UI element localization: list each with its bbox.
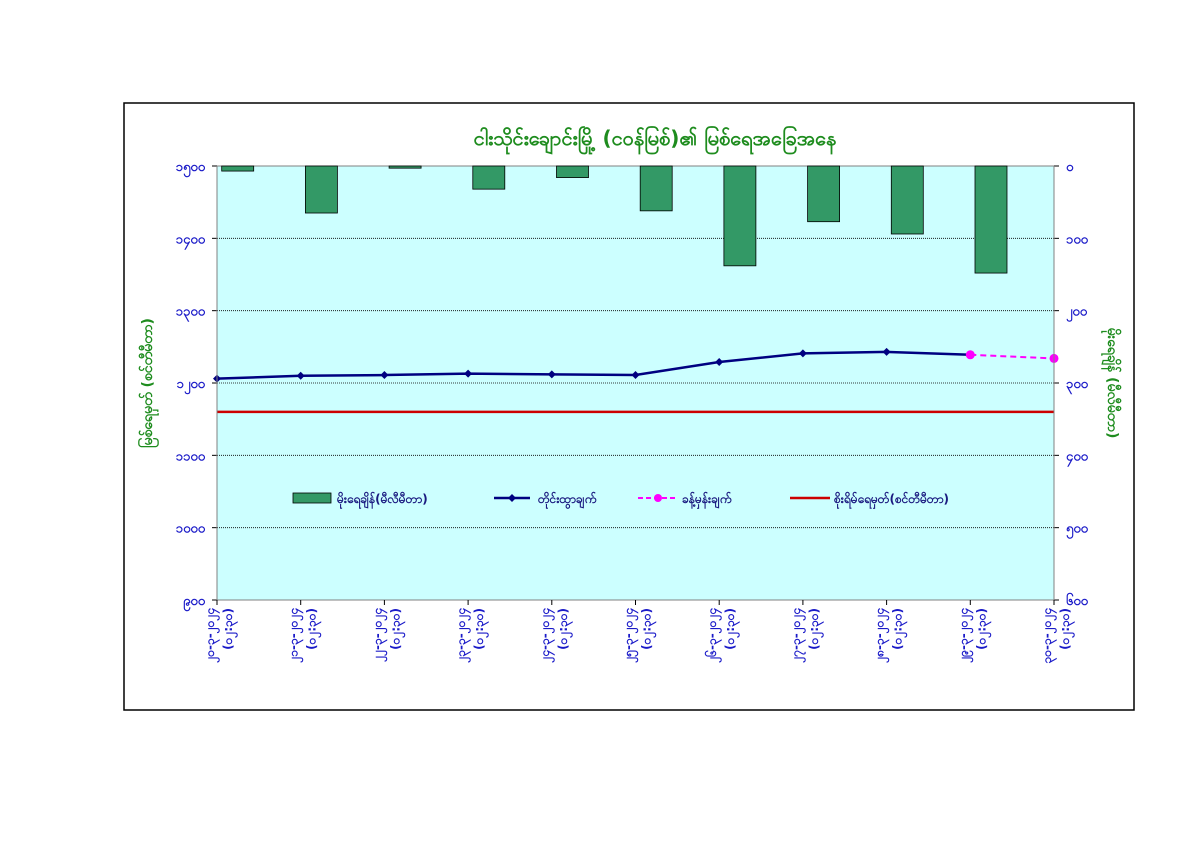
- y-left-tick-label: ၁၂၀၀: [177, 377, 206, 395]
- rain-bar: [639, 165, 673, 212]
- y-right-tick-label: ၃၀၀: [1066, 377, 1089, 395]
- observed-point: [798, 349, 807, 358]
- rain-bar: [974, 165, 1008, 274]
- legend-label: ခန့်မှန်းချက်: [682, 490, 732, 510]
- legend: မိုးရေချိန်(မီလီမီတာ) တိုင်းထွာချက် ခန့်မှ…: [292, 490, 949, 510]
- y-right-tick-label: ၂၀၀: [1066, 305, 1088, 323]
- x-tick-label: ၂၂-၃-၂၀၂၄ (၀၂:၃၀): [370, 608, 406, 663]
- observed-point: [715, 358, 724, 367]
- x-tick-label: ၂၈-၃-၂၀၂၄ (၀၂:၃၀): [873, 608, 909, 664]
- y-right-tick-label: ၅၀၀: [1066, 522, 1089, 540]
- y-left-tick-label: ၁၃၀၀: [176, 305, 206, 323]
- x-tick-label: ၂၆-၃-၂၀၂၄ (၀၂:၃၀): [703, 608, 741, 664]
- x-tick-label: ၂၀-၃-၂၀၂၄ (၀၂:၃၀): [203, 608, 239, 664]
- x-tick-label: ၂၇-၃-၂၀၂၄ (၀၂:၃၀): [789, 608, 825, 664]
- observed-point: [882, 347, 891, 356]
- forecast-point: [965, 350, 975, 360]
- y-axis-right-label: မိုးရေချိန် (မီလီမီတာ): [1101, 328, 1121, 439]
- legend-marker-observed: [508, 494, 516, 502]
- rain-bar: [807, 165, 840, 223]
- y-left-tick-label: ၁၅၀၀: [176, 160, 206, 178]
- rain-bar: [472, 165, 506, 190]
- y-left-tick-label: ၁၀၀၀: [176, 522, 206, 537]
- observed-point: [380, 371, 389, 380]
- y-axis-left-label: မြစ်ရေမှတ် (စင်တီမီတာ): [138, 318, 159, 448]
- y-left-tick-label: ၁၁၀၀: [176, 449, 206, 464]
- gridlines: [217, 237, 1054, 529]
- legend-label: တိုင်းထွာချက်: [537, 490, 597, 510]
- line-series: [213, 347, 1059, 414]
- observed-line: [216, 350, 971, 380]
- observed-point: [631, 371, 640, 380]
- rain-bar: [723, 165, 757, 267]
- y-right-tick-label: ၀: [1066, 160, 1074, 175]
- axes: ၉၀၀ ၁၀၀၀ ၁၁၀၀ ၁၂၀၀ ၁၃၀၀ ၁၄၀၀ ၁၅၀၀ ၀၁၀၀၂၀၀၃၀၀၄၀၀…: [176, 160, 1089, 664]
- x-tick-label: ၃၀-၃-၂၀၂၄ (၀၂:၃၀): [1040, 608, 1076, 664]
- y-right-tick-label: ၄၀၀: [1066, 449, 1089, 467]
- rain-bar: [304, 165, 338, 214]
- x-tick-label: ၂၄-၃-၂၀၂၄ (၀၂:၃၀): [538, 608, 574, 664]
- forecast-line: [970, 353, 1055, 360]
- observed-point: [547, 370, 556, 379]
- observed-point: [296, 371, 305, 380]
- legend-marker-forecast: [654, 494, 662, 502]
- y-right-tick-label: ၆၀၀: [1066, 592, 1089, 609]
- legend-swatch-rain: [292, 492, 332, 504]
- y-left-tick-label: ၉၀၀: [183, 594, 206, 612]
- rain-bar: [221, 165, 255, 172]
- legend-label: စိုးရိမ်ရေမှတ်(စင်တီမီတာ): [833, 490, 949, 510]
- observed-point: [464, 369, 473, 378]
- y-right-tick-label: ၁၀၀: [1066, 232, 1089, 247]
- rainfall-bars: [221, 165, 1008, 274]
- y-left-tick-label: ၁၄၀၀: [176, 232, 206, 250]
- x-tick-label: ၂၅-၃-၂၀၂၄ (၀၂:၃၀): [622, 608, 658, 664]
- x-tick-label: ၂၁-၃-၂၀၂၄ (၀၂:၃၀): [287, 608, 323, 664]
- legend-label: မိုးရေချိန်(မီလီမီတာ): [336, 490, 428, 510]
- rain-bar: [890, 165, 924, 235]
- x-tick-label: ၂၃-၃-၂၀၂၄ (၀၂:၃၀): [454, 608, 490, 664]
- rain-bar: [388, 165, 422, 169]
- x-tick-label: ၂၉-၃-၂၀၂၄ (၀၂:၃၀): [956, 608, 992, 664]
- rain-bar: [556, 165, 589, 178]
